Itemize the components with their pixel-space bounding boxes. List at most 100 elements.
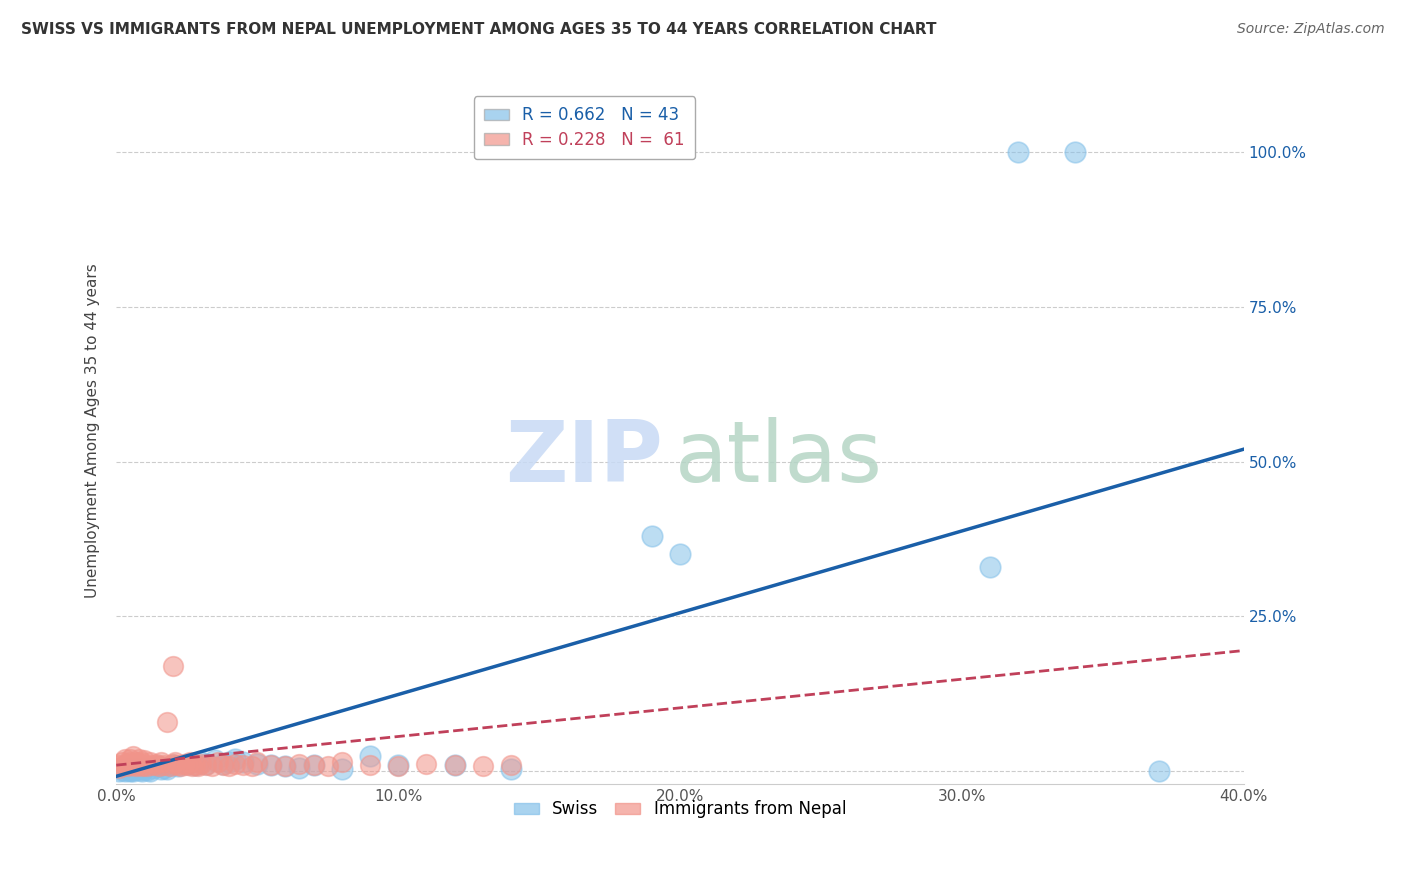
Point — [142, 758, 165, 772]
Point — [240, 759, 263, 773]
Text: Source: ZipAtlas.com: Source: ZipAtlas.com — [1237, 22, 1385, 37]
Point — [246, 755, 269, 769]
Point — [184, 758, 207, 772]
Point — [117, 756, 139, 771]
Point — [218, 755, 240, 769]
Point — [156, 714, 179, 729]
Point — [232, 755, 254, 769]
Point — [167, 759, 190, 773]
Point — [134, 763, 156, 777]
Point — [131, 755, 153, 769]
Point — [108, 761, 131, 775]
Point — [145, 756, 167, 771]
Point — [232, 758, 254, 772]
Point — [288, 761, 311, 775]
Point — [212, 758, 235, 772]
Point — [120, 763, 142, 777]
Point — [288, 756, 311, 771]
Point — [187, 759, 209, 773]
Point — [148, 759, 170, 773]
Point — [139, 764, 162, 778]
Point — [131, 764, 153, 778]
Y-axis label: Unemployment Among Ages 35 to 44 years: Unemployment Among Ages 35 to 44 years — [86, 263, 100, 598]
Point — [274, 759, 297, 773]
Text: atlas: atlas — [675, 417, 883, 500]
Point — [359, 748, 381, 763]
Point — [150, 763, 173, 777]
Point — [195, 758, 218, 772]
Point — [443, 758, 465, 772]
Legend: Swiss, Immigrants from Nepal: Swiss, Immigrants from Nepal — [508, 794, 852, 825]
Point — [190, 756, 212, 771]
Point — [150, 755, 173, 769]
Point — [134, 758, 156, 772]
Point — [114, 758, 136, 772]
Point — [471, 759, 494, 773]
Point — [246, 756, 269, 771]
Point — [260, 758, 283, 772]
Point — [316, 759, 339, 773]
Point — [330, 755, 353, 769]
Point — [128, 763, 150, 777]
Point — [122, 758, 145, 772]
Point — [179, 755, 201, 769]
Point — [134, 753, 156, 767]
Point — [190, 755, 212, 769]
Point — [122, 764, 145, 778]
Point — [162, 756, 184, 771]
Text: SWISS VS IMMIGRANTS FROM NEPAL UNEMPLOYMENT AMONG AGES 35 TO 44 YEARS CORRELATIO: SWISS VS IMMIGRANTS FROM NEPAL UNEMPLOYM… — [21, 22, 936, 37]
Point — [120, 755, 142, 769]
Point — [173, 756, 195, 771]
Point — [641, 529, 664, 543]
Point — [131, 759, 153, 773]
Point — [204, 753, 226, 767]
Point — [117, 763, 139, 777]
Point — [218, 759, 240, 773]
Point — [212, 756, 235, 771]
Point — [108, 764, 131, 778]
Point — [159, 759, 181, 773]
Point — [387, 758, 409, 772]
Point — [224, 752, 246, 766]
Point — [142, 761, 165, 775]
Point — [162, 758, 184, 772]
Point — [181, 759, 204, 773]
Point — [153, 761, 176, 775]
Point — [114, 752, 136, 766]
Point — [302, 758, 325, 772]
Point — [156, 763, 179, 777]
Point — [128, 752, 150, 766]
Point — [111, 755, 134, 769]
Point — [111, 759, 134, 773]
Point — [165, 755, 187, 769]
Point — [128, 756, 150, 771]
Point — [120, 764, 142, 778]
Point — [120, 752, 142, 766]
Point — [125, 763, 148, 777]
Point — [117, 759, 139, 773]
Point — [184, 758, 207, 772]
Text: ZIP: ZIP — [505, 417, 664, 500]
Point — [359, 758, 381, 772]
Point — [443, 758, 465, 772]
Point — [148, 759, 170, 773]
Point — [136, 759, 159, 773]
Point — [167, 758, 190, 772]
Point — [136, 763, 159, 777]
Point — [114, 764, 136, 778]
Point — [330, 763, 353, 777]
Point — [176, 756, 198, 771]
Point — [125, 755, 148, 769]
Point — [415, 756, 437, 771]
Point — [125, 759, 148, 773]
Point — [195, 756, 218, 771]
Point — [499, 763, 522, 777]
Point — [979, 560, 1001, 574]
Point — [139, 755, 162, 769]
Point — [669, 548, 692, 562]
Point — [499, 758, 522, 772]
Point — [302, 758, 325, 772]
Point — [387, 759, 409, 773]
Point — [1063, 145, 1085, 159]
Point — [108, 758, 131, 772]
